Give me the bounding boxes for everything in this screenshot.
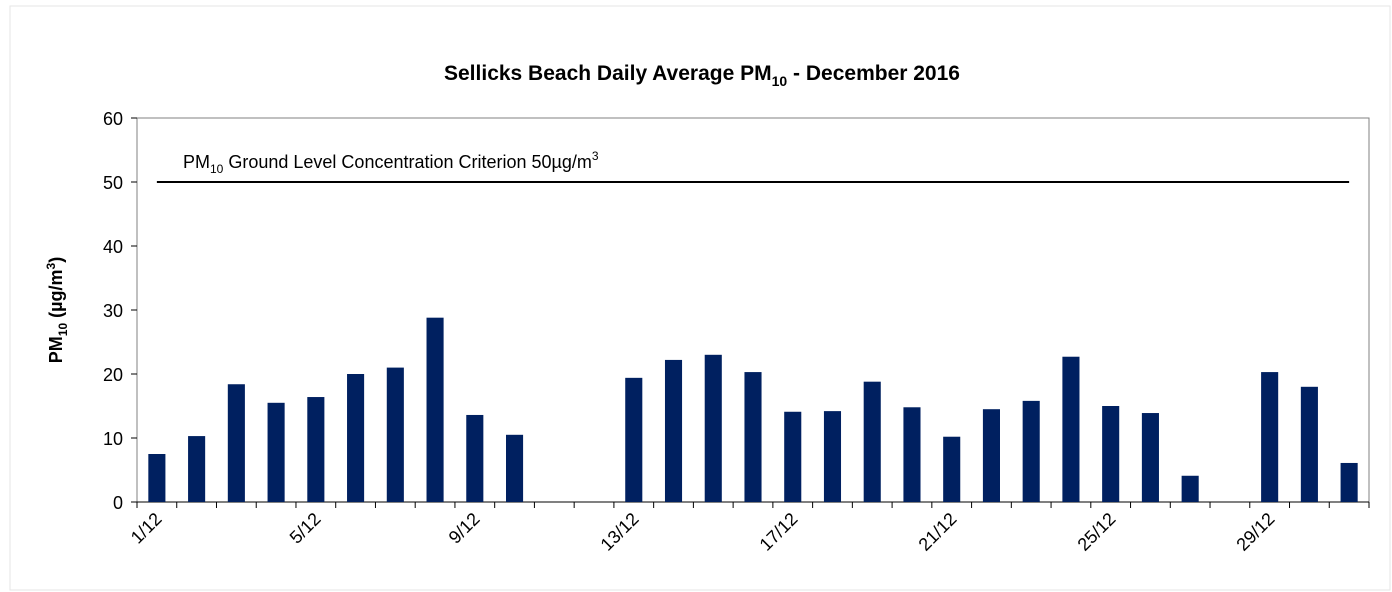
bar <box>1300 386 1318 502</box>
annotation-sup: 3 <box>592 149 599 163</box>
bar <box>347 374 365 502</box>
label-part: ) <box>46 257 66 263</box>
label-sub: 10 <box>56 323 70 337</box>
bar <box>1181 475 1199 502</box>
y-axis-label: PM10 (µg/m3) <box>44 257 70 363</box>
bar <box>506 434 524 502</box>
bar <box>1141 413 1159 502</box>
annotation: PM10 Ground Level Concentration Criterio… <box>183 149 599 176</box>
y-tick-label: 10 <box>103 429 123 449</box>
bar <box>823 411 842 502</box>
y-tick-label: 0 <box>113 493 123 513</box>
bar <box>784 411 802 502</box>
bar <box>1261 372 1279 502</box>
y-tick-label: 20 <box>103 365 123 385</box>
bar <box>982 409 1000 502</box>
title-part: Sellicks Beach Daily Average PM <box>444 62 772 85</box>
bar <box>1062 356 1080 502</box>
label-sup: 3 <box>44 262 58 269</box>
bar <box>307 397 325 502</box>
bar <box>1340 462 1358 502</box>
y-tick-label: 40 <box>103 237 123 257</box>
label-part: (µg/m <box>46 269 66 322</box>
bar <box>1102 406 1120 502</box>
bar <box>863 381 881 502</box>
bar <box>466 414 484 502</box>
bar <box>227 384 245 502</box>
bar <box>744 372 762 502</box>
chart-title: Sellicks Beach Daily Average PM10 - Dece… <box>444 62 960 89</box>
bar <box>903 407 921 502</box>
bar <box>625 377 643 502</box>
title-sub: 10 <box>772 73 788 89</box>
bar <box>704 354 722 502</box>
label-part: PM <box>46 336 66 363</box>
bar <box>943 436 961 502</box>
title-part: - December 2016 <box>787 62 960 85</box>
bar <box>1022 400 1040 502</box>
bar <box>386 367 404 502</box>
bar <box>426 317 444 502</box>
bar <box>188 436 206 502</box>
annotation-part: PM <box>183 152 210 172</box>
annotation-sub: 10 <box>210 162 224 176</box>
bar <box>148 454 166 502</box>
y-tick-label: 60 <box>103 109 123 129</box>
y-tick-label: 50 <box>103 173 123 193</box>
bar <box>267 402 285 502</box>
annotation-part: Ground Level Concentration Criterion 50µ… <box>223 152 592 172</box>
bar <box>664 359 683 502</box>
y-tick-label: 30 <box>103 301 123 321</box>
